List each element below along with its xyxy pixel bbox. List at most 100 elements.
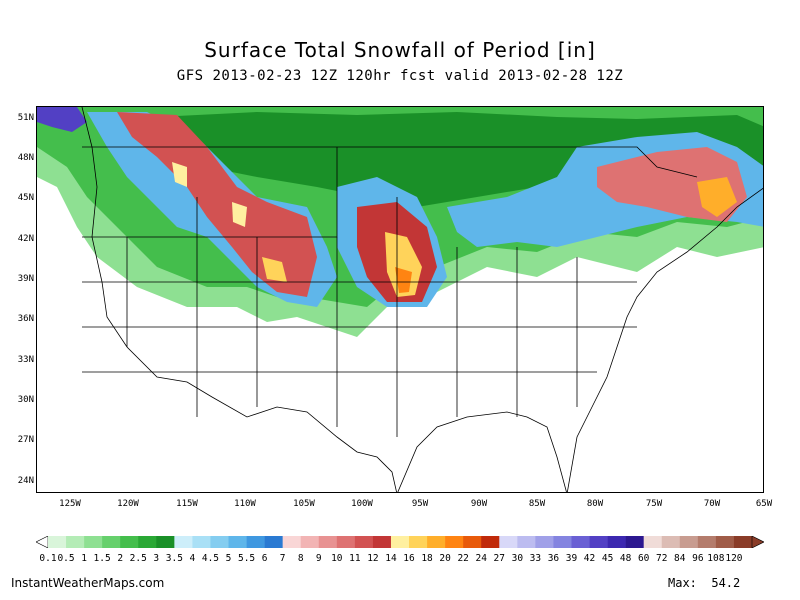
colorbar-cell (372, 536, 392, 548)
colorbar-level-label: 2 (117, 553, 124, 564)
colorbar-level-label: 108 (707, 553, 725, 564)
colorbar-level-label: 5.5 (237, 553, 256, 564)
lon-label: 65W (755, 499, 773, 509)
colorbar-cell (733, 536, 753, 548)
colorbar-level-label: 14 (385, 553, 397, 564)
colorbar-level-label: 24 (475, 553, 487, 564)
colorbar-level-label: 2.5 (129, 553, 147, 564)
colorbar-cell (336, 536, 356, 548)
colorbar-level-label: 10 (331, 553, 343, 564)
colorbar-cell (625, 536, 644, 548)
snowfall-map (36, 106, 764, 493)
colorbar-level-label: 20 (439, 553, 451, 564)
colorbar-level-label: 16 (403, 553, 415, 564)
lon-label: 80W (586, 499, 604, 509)
lon-label: 100W (351, 499, 373, 509)
lon-label: 110W (234, 499, 256, 509)
lat-label: 27N (17, 435, 34, 445)
max-label: Max: (668, 576, 697, 590)
colorbar-level-label: 42 (583, 553, 596, 564)
colorbar-cell (120, 536, 139, 548)
snow-zone-red-west (117, 112, 317, 297)
colorbar-max-arrow (751, 536, 764, 548)
colorbar-level-label: 120 (725, 553, 743, 564)
colorbar-level-label: 4.5 (201, 553, 220, 564)
colorbar (36, 536, 764, 548)
colorbar-cell (300, 536, 320, 548)
lon-label: 115W (176, 499, 198, 509)
lat-label: 48N (17, 153, 34, 163)
colorbar-level-label: 3.5 (165, 553, 183, 564)
colorbar-level-label: 7 (279, 553, 286, 564)
colorbar-cell (390, 536, 410, 548)
lon-label: 90W (470, 499, 488, 509)
colorbar-level-label: 33 (529, 553, 542, 564)
colorbar-level-label: 8 (297, 553, 304, 564)
lat-label: 33N (17, 355, 34, 365)
colorbar-cell (589, 536, 608, 548)
max-value: 54.2 (711, 576, 741, 590)
colorbar-cell (679, 536, 699, 548)
colorbar-level-label: 96 (692, 553, 704, 564)
lon-label: 70W (703, 499, 721, 509)
lon-label: 125W (59, 499, 81, 509)
snow-zone-core-yellow (385, 232, 422, 297)
snow-zone-core-west-3 (232, 202, 247, 227)
lat-label: 51N (17, 113, 34, 123)
colorbar-cell (607, 536, 626, 548)
snow-zone-core-ne (697, 177, 737, 217)
colorbar-cell (643, 536, 663, 548)
colorbar-cell (481, 536, 500, 548)
colorbar-level-label: 5 (225, 553, 232, 564)
lat-label: 42N (17, 234, 34, 244)
colorbar-level-label: 1 (81, 553, 87, 564)
colorbar-level-label: 84 (674, 553, 686, 564)
lon-label: 75W (645, 499, 663, 509)
colorbar-cell (445, 536, 464, 548)
lon-label: 85W (528, 499, 546, 509)
colorbar-cell (697, 536, 717, 548)
colorbar-cell (535, 536, 554, 548)
colorbar-cell (282, 536, 302, 548)
colorbar-cell (409, 536, 428, 548)
snow-zone-dark-green (157, 112, 763, 207)
colorbar-level-label: 60 (637, 553, 650, 564)
colorbar-level-label: 3 (153, 553, 160, 564)
colorbar-cell (210, 536, 229, 548)
colorbar-cell (192, 536, 211, 548)
colorbar-level-label: 45 (601, 553, 614, 564)
lon-label: 120W (117, 499, 139, 509)
lat-label: 36N (17, 314, 34, 324)
colorbar-cell (102, 536, 121, 548)
colorbar-level-label: 22 (457, 553, 469, 564)
colorbar-cell (264, 536, 283, 548)
colorbar-cell (174, 536, 193, 548)
source-credit: InstantWeatherMaps.com (11, 576, 165, 590)
map-canvas (37, 107, 763, 492)
borders (81, 107, 763, 492)
colorbar-level-label: 48 (619, 553, 632, 564)
colorbar-cell (66, 536, 85, 548)
lon-label: 95W (411, 499, 429, 509)
colorbar-level-label: 1.5 (93, 553, 111, 564)
colorbar-cell (48, 536, 67, 548)
colorbar-level-label: 30 (511, 553, 524, 564)
snow-zone-core-west-2 (262, 257, 287, 282)
colorbar-cell (354, 536, 374, 548)
colorbar-level-label: 36 (547, 553, 560, 564)
colorbar-cell (661, 536, 681, 548)
colorbar-cell (318, 536, 338, 548)
colorbar-level-label: 39 (565, 553, 578, 564)
colorbar-level-label: 18 (421, 553, 433, 564)
lat-label: 45N (17, 193, 34, 203)
colorbar-cell (228, 536, 247, 548)
colorbar-cell (427, 536, 446, 548)
colorbar-level-label: 12 (367, 553, 379, 564)
colorbar-level-label: 4 (189, 553, 196, 564)
lat-label: 30N (17, 395, 34, 405)
map-subtitle: GFS 2013-02-23 12Z 120hr fcst valid 2013… (176, 68, 624, 84)
colorbar-level-label: 9 (315, 553, 322, 564)
colorbar-level-label: 0.1 (39, 553, 57, 564)
colorbar-level-label: 6 (261, 553, 268, 564)
colorbar-cell (463, 536, 482, 548)
